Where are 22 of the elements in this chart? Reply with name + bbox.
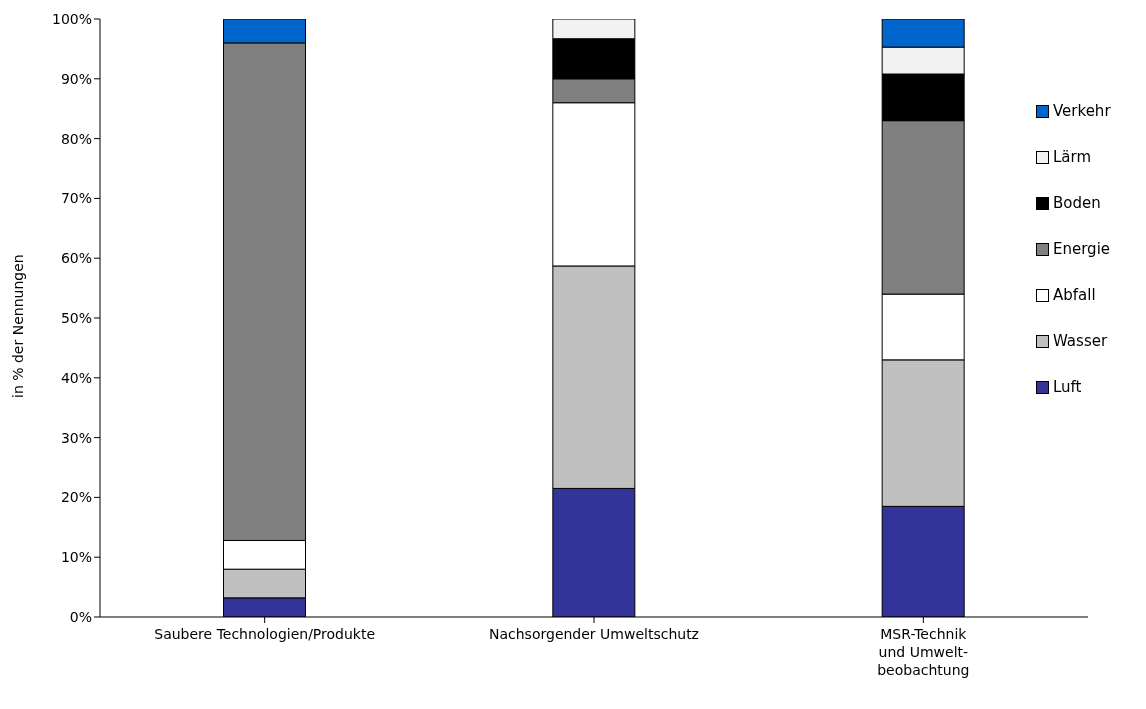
y-tick-label: 10%: [60, 549, 92, 566]
y-tick-label: 90%: [60, 70, 92, 87]
legend-label: Energie: [1053, 240, 1111, 258]
legend-label: Luft: [1053, 378, 1082, 396]
y-tick-label: 20%: [60, 489, 92, 506]
legend-label: Lärm: [1053, 148, 1092, 166]
x-tick-label: Nachsorgender Umweltschutz: [489, 626, 699, 642]
y-tick-label: 70%: [60, 190, 92, 207]
y-tick-label: 100%: [51, 10, 92, 27]
y-tick-label: 60%: [60, 250, 92, 267]
legend-label: Verkehr: [1053, 102, 1111, 120]
y-tick-label: 50%: [60, 309, 92, 326]
x-tick-label: Saubere Technologien/Produkte: [154, 626, 376, 642]
legend-label: Boden: [1053, 194, 1101, 212]
y-tick-label: 40%: [60, 369, 92, 386]
legend-label: Wasser: [1053, 332, 1108, 350]
y-axis-title: in % der Nennungen: [9, 254, 26, 398]
x-tick-label: MSR-Technik und Umwelt- beobachtung: [877, 626, 970, 678]
y-tick-label: 30%: [60, 429, 92, 446]
y-tick-label: 0%: [69, 608, 92, 625]
y-tick-label: 80%: [60, 130, 92, 147]
legend-label: Abfall: [1053, 286, 1096, 304]
